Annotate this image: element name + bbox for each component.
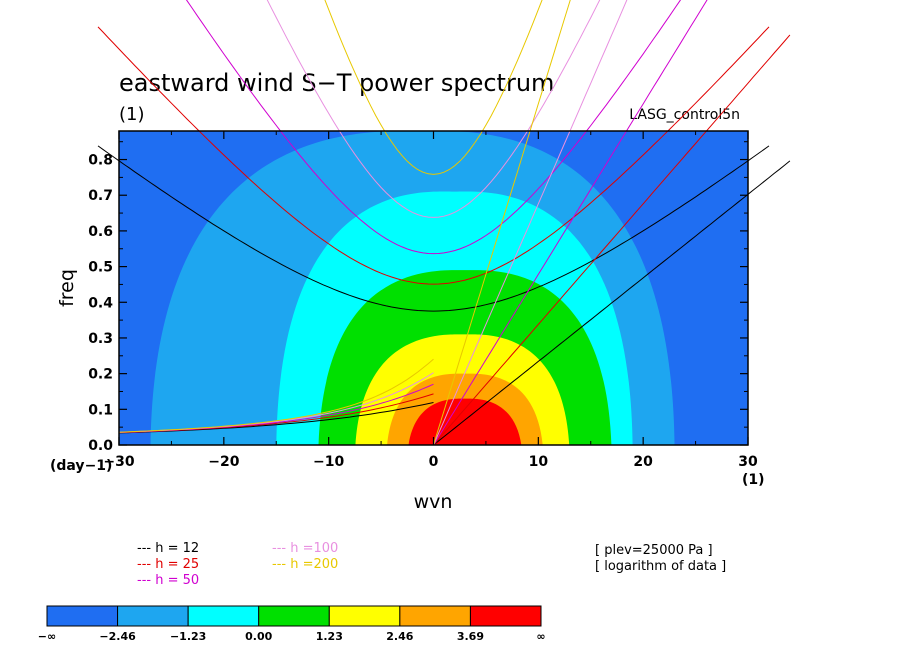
x-units-left: (day−1) <box>50 458 112 474</box>
colorbar-label: 1.23 <box>316 630 343 643</box>
x-tick-label: 10 <box>529 454 549 470</box>
dispersion-curve-layer <box>97 0 791 446</box>
mrg-curve-h200 <box>118 358 434 433</box>
x-tick-label: 20 <box>633 454 653 470</box>
x-tick-label: 0 <box>429 454 439 470</box>
chart-title-units: (1) <box>119 104 145 125</box>
x-axis-ticks: −30 −20 −10 0 10 20 30 <box>103 131 758 470</box>
colorbar-label: ∞ <box>536 630 545 643</box>
colorbar-swatch <box>187 605 260 627</box>
legend-item-h12: --- h = 12 <box>137 541 199 556</box>
kelvin-curve-h12 <box>433 160 791 446</box>
kelvin-curve-h25 <box>433 34 791 446</box>
note-plev: [ plev=25000 Pa ] <box>595 543 713 558</box>
gravity-curve-h100 <box>266 0 601 218</box>
y-tick-label: 0.5 <box>88 260 113 276</box>
gravity-curve-h25 <box>97 26 770 285</box>
y-tick-label: 0.2 <box>88 367 113 383</box>
y-tick-label: 0.1 <box>88 402 113 418</box>
contour-fill-layer <box>119 131 748 445</box>
legend-item-h25: --- h = 25 <box>137 557 199 572</box>
y-axis-ticks: 0.0 0.1 0.2 0.3 0.4 0.5 0.6 0.7 0.8 <box>88 141 748 454</box>
gravity-curve-h200 <box>324 0 543 175</box>
x-units-right: (1) <box>742 472 765 488</box>
colorbar-swatch <box>258 605 330 627</box>
colorbar-swatch <box>469 605 542 627</box>
y-tick-label: 0.3 <box>88 331 113 347</box>
gravity-curve-h50 <box>185 0 682 255</box>
colorbar: −∞ −2.46 −1.23 0.00 1.23 2.46 3.69 ∞ <box>38 605 546 643</box>
x-tick-label: −10 <box>313 454 344 470</box>
legend-item-h200: --- h =200 <box>272 557 338 572</box>
note-logarithm: [ logarithm of data ] <box>595 559 726 574</box>
y-tick-label: 0.6 <box>88 224 113 240</box>
kelvin-curve-h100 <box>433 0 628 446</box>
colorbar-label: −2.46 <box>99 630 136 643</box>
y-tick-label: 0.0 <box>88 438 113 454</box>
gravity-curve-h12 <box>97 145 770 312</box>
y-tick-label: 0.4 <box>88 295 113 311</box>
colorbar-swatch <box>46 605 119 627</box>
chart-title: eastward wind S−T power spectrum <box>119 69 554 97</box>
colorbar-label: −1.23 <box>170 630 206 643</box>
x-tick-label: 30 <box>738 454 758 470</box>
colorbar-label: −∞ <box>38 630 56 643</box>
colorbar-swatch <box>117 605 189 627</box>
y-axis-label: freq <box>56 269 78 307</box>
x-tick-label: −30 <box>103 454 134 470</box>
colorbar-label: 3.69 <box>457 630 484 643</box>
colorbar-swatch <box>328 605 401 627</box>
kelvin-curve-h200 <box>433 0 571 446</box>
plot-area <box>119 131 748 445</box>
x-tick-label: −20 <box>208 454 239 470</box>
kelvin-curve-h50 <box>433 0 708 446</box>
colorbar-swatch <box>399 605 471 627</box>
legend-item-h50: --- h = 50 <box>137 573 199 588</box>
y-tick-label: 0.7 <box>88 188 113 204</box>
y-tick-label: 0.8 <box>88 153 113 169</box>
legend: --- h = 12--- h = 25--- h = 50 --- h =100… <box>137 541 338 588</box>
legend-item-h100: --- h =100 <box>272 541 338 556</box>
colorbar-label: 0.00 <box>245 630 272 643</box>
colorbar-label: 2.46 <box>386 630 413 643</box>
x-axis-label: wvn <box>414 491 453 513</box>
dataset-label: LASG_control5n <box>629 107 740 123</box>
